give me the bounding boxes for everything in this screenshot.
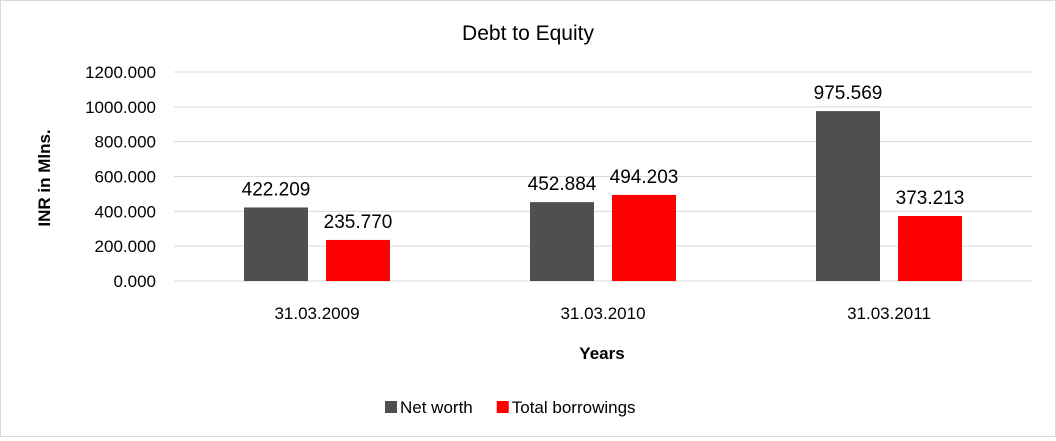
y-tick-label: 1200.000 (85, 63, 156, 82)
x-tick-label: 31.03.2009 (274, 304, 359, 323)
legend: Net worth Total borrowings (385, 398, 636, 417)
y-tick-label: 1000.000 (85, 98, 156, 117)
data-label: 494.203 (610, 167, 679, 188)
data-label: 422.209 (242, 179, 311, 200)
x-tick-labels: 31.03.2009 31.03.2010 31.03.2011 (274, 304, 930, 323)
x-axis-label: Years (579, 344, 624, 363)
y-tick-labels: 0.000 200.000 400.000 600.000 800.000 1000.00… (85, 63, 156, 291)
bar (816, 111, 880, 281)
y-tick-label: 200.000 (95, 237, 156, 256)
gridlines (174, 71, 1032, 282)
chart-title: Debt to Equity (462, 22, 594, 45)
bar (326, 239, 390, 281)
data-label: 373.213 (896, 188, 965, 209)
bars (244, 111, 962, 281)
data-label: 235.770 (324, 212, 393, 233)
bar (530, 202, 594, 281)
legend-label: Net worth (400, 398, 473, 417)
legend-swatch (496, 401, 509, 413)
bar (612, 194, 676, 281)
legend-swatch (385, 401, 397, 413)
data-labels: 422.209 235.770 452.884 494.203 975.569 373.2… (242, 83, 965, 233)
y-tick-label: 0.000 (113, 272, 156, 291)
x-tick-label: 31.03.2010 (560, 304, 645, 323)
x-tick-label: 31.03.2011 (847, 304, 931, 323)
bar (244, 207, 308, 281)
bar (898, 215, 962, 281)
y-tick-label: 400.000 (95, 202, 156, 221)
y-tick-label: 800.000 (95, 133, 156, 152)
y-tick-label: 600.000 (95, 168, 156, 187)
data-label: 452.884 (528, 174, 597, 195)
data-label: 975.569 (814, 83, 883, 104)
y-axis-label: INR in Mlns. (35, 129, 54, 226)
legend-label: Total borrowings (512, 398, 636, 417)
